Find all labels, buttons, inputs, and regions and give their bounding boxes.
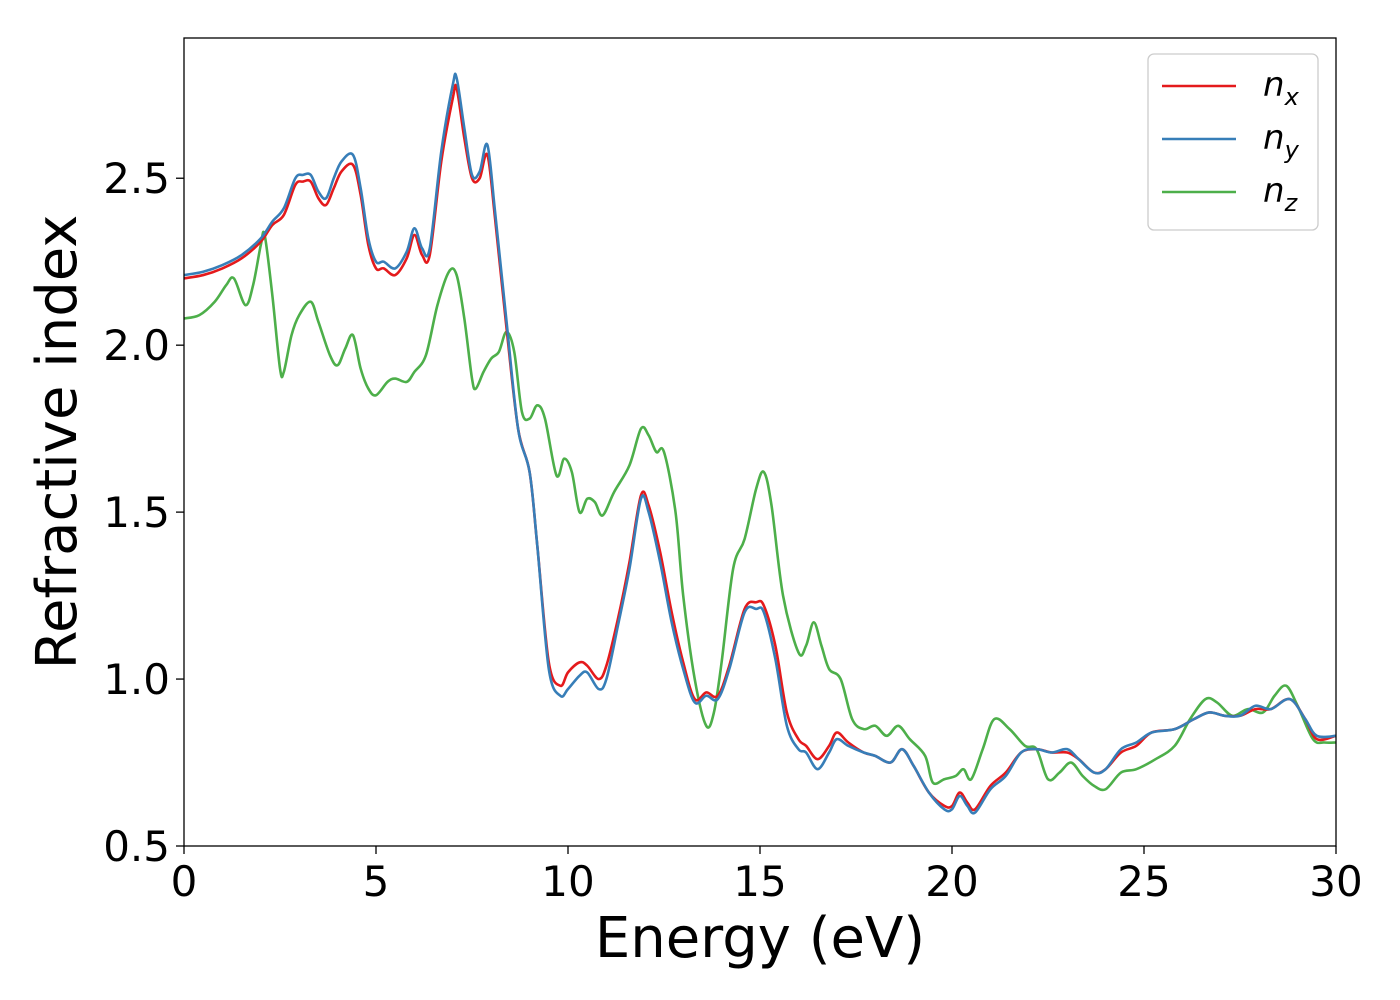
x-tick-label: 5 — [363, 857, 390, 906]
x-tick-label: 10 — [541, 857, 594, 906]
series-layer — [184, 72, 1336, 815]
x-axis-title: Energy (eV) — [595, 906, 925, 971]
y-tick-label: 1.0 — [103, 655, 170, 704]
x-tick-label: 20 — [925, 857, 978, 906]
y-tick-label: 2.0 — [103, 321, 170, 370]
y-tick-label: 1.5 — [103, 488, 170, 537]
legend-label-subscript: z — [1284, 189, 1299, 217]
series-line-x — [184, 83, 1336, 812]
y-tick-label: 0.5 — [103, 822, 170, 871]
y-axis: 0.5 1.0 1.5 2.0 2.5 — [103, 154, 184, 871]
x-tick-label: 30 — [1309, 857, 1362, 906]
x-axis: 0 5 10 15 20 25 30 — [171, 846, 1363, 906]
legend-label-x: nx — [1263, 65, 1300, 111]
x-tick-label: 0 — [171, 857, 198, 906]
y-tick-label: 2.5 — [103, 154, 170, 203]
legend-label-subscript: y — [1284, 136, 1300, 164]
x-tick-label: 15 — [733, 857, 786, 906]
y-axis-title: Refractive index — [25, 215, 90, 670]
series-line-z — [184, 230, 1336, 792]
series-line-y — [184, 72, 1336, 815]
x-tick-label: 25 — [1117, 857, 1170, 906]
legend-label-y: ny — [1263, 118, 1300, 164]
legend-frame — [1147, 53, 1319, 231]
legend-label-subscript: x — [1284, 83, 1300, 111]
